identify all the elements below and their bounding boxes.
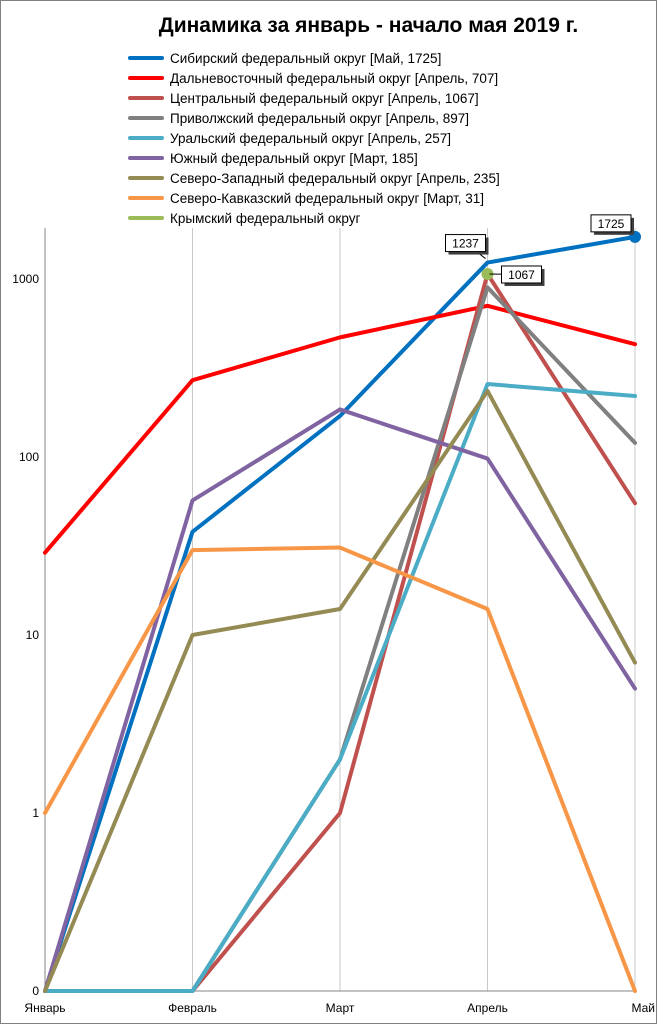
legend-swatch	[128, 176, 164, 180]
legend-swatch	[128, 136, 164, 140]
callout-label: 1725	[598, 217, 625, 231]
legend-swatch	[128, 96, 164, 100]
y-tick-label: 10	[26, 628, 40, 642]
callout-box	[590, 214, 632, 233]
legend-swatch	[128, 76, 164, 80]
callout-box	[501, 265, 542, 284]
series-line-4	[43, 382, 637, 993]
legend-label: Уральский федеральный округ [Апрель, 257…	[170, 130, 451, 146]
legend-label: Центральный федеральный округ [Апрель, 1…	[170, 90, 479, 106]
callout-label: 1237	[452, 237, 479, 251]
legend-label: Приволжский федеральный округ [Апрель, 8…	[170, 110, 469, 126]
legend-label: Северо-Западный федеральный округ [Апрел…	[170, 170, 500, 186]
series-point-8	[481, 267, 494, 280]
callout-label: 1067	[508, 268, 535, 282]
chart-legend: Сибирский федеральный округ [Май, 1725] Д…	[128, 48, 500, 228]
legend-label: Дальневосточный федеральный округ [Апрел…	[170, 70, 499, 86]
legend-label: Северо-Кавказский федеральный округ [Мар…	[170, 190, 485, 206]
legend-item: Приволжский федеральный округ [Апрель, 8…	[128, 108, 500, 128]
x-tick-label: Январь	[24, 1001, 65, 1015]
legend-item: Северо-Западный федеральный округ [Апрел…	[128, 168, 500, 188]
y-tick-label: 0	[32, 984, 39, 998]
x-tick-label: Февраль	[168, 1001, 217, 1015]
callout-box	[445, 234, 486, 253]
y-tick-label: 100	[19, 450, 39, 464]
series-line-0	[43, 234, 637, 993]
legend-swatch	[128, 56, 164, 60]
x-tick-label: Май	[631, 1001, 655, 1015]
legend-swatch	[128, 216, 164, 220]
chart-title: Динамика за январь - начало мая 2019 г.	[158, 14, 579, 37]
series-line-6	[43, 388, 637, 993]
legend-item: Центральный федеральный округ [Апрель, 1…	[128, 88, 500, 108]
legend-label: Крымский федеральный округ	[170, 210, 361, 226]
legend-label: Сибирский федеральный округ [Май, 1725]	[170, 50, 442, 66]
legend-item: Уральский федеральный округ [Апрель, 257…	[128, 128, 500, 148]
legend-item: Крымский федеральный округ	[128, 208, 500, 228]
legend-item: Дальневосточный федеральный округ [Апрел…	[128, 68, 500, 88]
series-line-7	[43, 545, 637, 993]
x-tick-label: Апрель	[467, 1001, 508, 1015]
legend-swatch	[128, 156, 164, 160]
series-line-1	[43, 303, 637, 555]
legend-item: Северо-Кавказский федеральный округ [Мар…	[128, 188, 500, 208]
legend-swatch	[128, 196, 164, 200]
y-tick-label: 1000	[12, 272, 39, 286]
legend-item: Южный федеральный округ [Март, 185]	[128, 148, 500, 168]
legend-label: Южный федеральный округ [Март, 185]	[170, 150, 418, 166]
y-tick-label: 1	[32, 806, 39, 820]
legend-item: Сибирский федеральный округ [Май, 1725]	[128, 48, 500, 68]
series-line-5	[43, 407, 637, 993]
x-tick-label: Март	[326, 1001, 355, 1015]
legend-swatch	[128, 116, 164, 120]
